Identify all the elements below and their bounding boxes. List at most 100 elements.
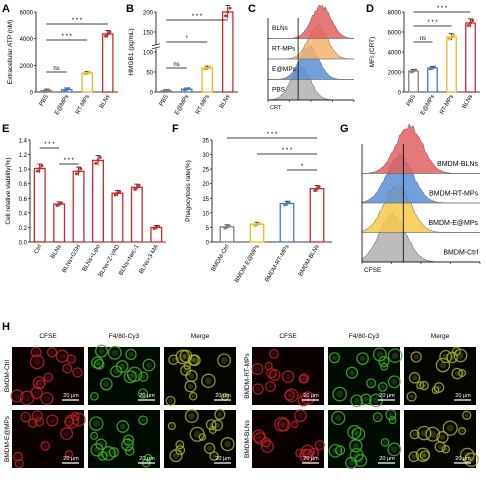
cell-body [351, 428, 358, 436]
y-axis-label: Phagocytosis rate(%) [185, 160, 192, 222]
cell-outline [354, 454, 368, 467]
cell-body [220, 357, 228, 364]
cell-outline [268, 369, 281, 381]
cell-outline [451, 367, 463, 380]
cell-body [38, 381, 43, 386]
cell-outline [269, 349, 279, 359]
cell-outline [409, 429, 420, 440]
cell-outline [416, 381, 425, 390]
cell-body [170, 424, 174, 428]
cell-body [383, 440, 387, 445]
cell-body [439, 434, 446, 440]
cell-outline [214, 408, 226, 420]
cell-body [69, 357, 74, 362]
y-tick-label: 0 [206, 241, 210, 247]
y-tick-label: 0 [398, 91, 402, 97]
cell-outline [184, 409, 199, 424]
y-tick-label: 30 [202, 153, 209, 159]
data-point [133, 187, 137, 191]
data-point [118, 189, 122, 193]
cell-body [94, 446, 101, 453]
cell-body [111, 349, 119, 356]
y-tick-label: 8000 [388, 11, 402, 17]
cell-body [75, 370, 80, 375]
cell-body [36, 379, 43, 386]
column-header: Merge [191, 333, 210, 340]
cell-outline [441, 444, 451, 454]
cell-outline [217, 353, 232, 368]
scale-bar-label: 20 μm [63, 456, 79, 462]
cell-body [381, 359, 387, 364]
cell-body [391, 378, 398, 385]
column-header: F4/80-Cy3 [109, 333, 140, 340]
x-axis-label: CFSE [364, 267, 382, 274]
cell-body [293, 423, 297, 426]
bar [33, 167, 46, 243]
cell-outline [60, 427, 74, 441]
cell-outline [30, 346, 42, 358]
x-tick-label: BMDM-E@MPs [234, 244, 260, 284]
cell-outline [40, 391, 54, 406]
y-tick-label: 4000 [20, 37, 34, 43]
cell-outline [380, 362, 389, 371]
cell-body [183, 353, 189, 360]
cell-body [140, 391, 146, 396]
x-tick-label: E@MPs [174, 94, 190, 116]
bar [111, 192, 124, 243]
y-tick-label: 35 [202, 139, 209, 145]
cell-body [375, 415, 380, 420]
cell-outline [251, 363, 264, 376]
x-tick-label: PBS [39, 94, 50, 107]
cell-outline [435, 357, 451, 373]
cell-body [193, 430, 201, 438]
cell-body [413, 354, 419, 360]
scale-bar-label: 20 μm [379, 393, 395, 399]
data-point [225, 225, 229, 229]
cell-outline [90, 431, 99, 440]
cell-body [34, 413, 40, 419]
cell-outline [46, 347, 58, 358]
cell-outline [372, 412, 383, 423]
cell-body [211, 428, 215, 432]
cell-outline [378, 356, 390, 368]
cell-body [353, 398, 360, 404]
x-tick-label: BLNs [50, 244, 63, 260]
cell-outline [360, 393, 372, 406]
data-point [452, 33, 456, 37]
data-point [207, 65, 211, 69]
cell-body [30, 421, 35, 426]
x-axis-label: CRT [270, 105, 282, 111]
cell-outline [385, 409, 397, 421]
x-tick-label: PBS [406, 94, 417, 107]
cell-body [409, 394, 414, 399]
y-tick-label: 4000 [388, 51, 402, 57]
x-tick-label: BLNs+Lipo [82, 243, 102, 272]
cell-body [278, 420, 285, 428]
significance-label: * * * [192, 14, 203, 20]
significance-label: * * * [44, 142, 55, 148]
cell-outline [299, 373, 310, 384]
cell-outline [123, 370, 137, 384]
cell-body [207, 445, 213, 451]
cell-outline [252, 383, 264, 395]
cell-body [288, 392, 295, 399]
significance-label: ns [173, 62, 179, 68]
cell-outline [55, 349, 69, 363]
cell-outline [116, 420, 130, 433]
cell-body [141, 418, 146, 423]
bar [130, 186, 143, 243]
cell-body [464, 413, 469, 418]
cell-body [33, 349, 39, 355]
data-point [59, 201, 63, 205]
cell-outline [366, 378, 377, 389]
y-tick-label: 150 [143, 31, 154, 37]
cell-body [334, 414, 342, 422]
cell-body [422, 453, 427, 458]
cell-outline [138, 415, 148, 426]
micrograph-tile [12, 347, 84, 405]
cell-outline [189, 354, 201, 367]
bar [219, 226, 235, 243]
cell-body [349, 370, 355, 376]
cell-body [352, 442, 359, 449]
